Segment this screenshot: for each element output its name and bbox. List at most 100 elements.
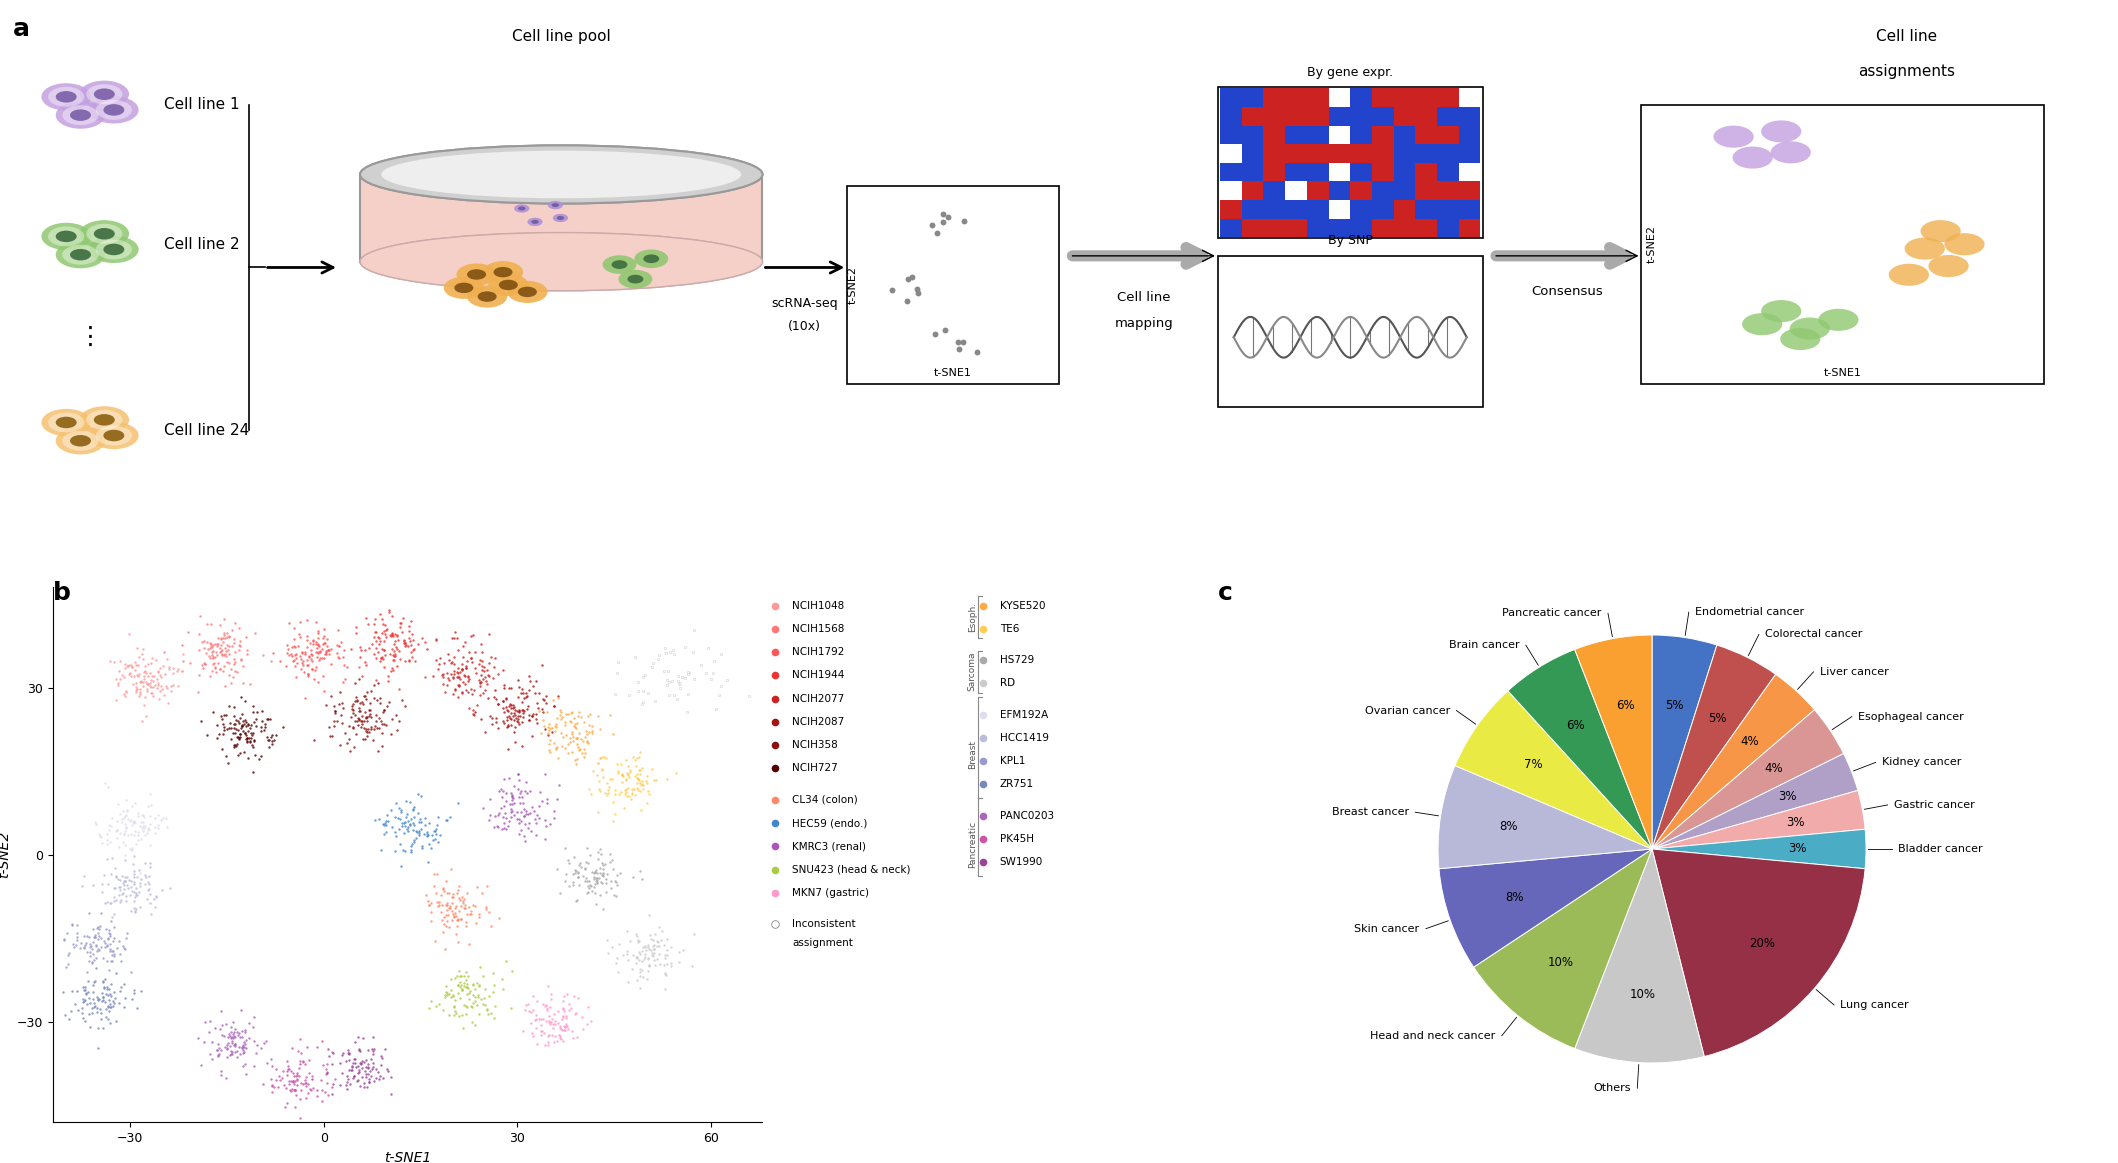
Point xyxy=(218,707,252,726)
Point xyxy=(307,682,341,700)
Point xyxy=(212,754,246,772)
Text: Sarcoma: Sarcoma xyxy=(968,652,976,692)
Point xyxy=(701,685,735,704)
Point xyxy=(557,848,591,866)
Point xyxy=(131,675,165,693)
Point xyxy=(506,1022,540,1041)
Text: Lung cancer: Lung cancer xyxy=(1841,1000,1908,1009)
Point xyxy=(525,1021,559,1040)
Point xyxy=(379,827,413,846)
Point xyxy=(229,713,263,732)
Point xyxy=(358,718,392,736)
Point xyxy=(549,726,582,744)
Point xyxy=(330,1069,364,1087)
Point xyxy=(347,702,381,721)
Point xyxy=(371,671,405,690)
Point xyxy=(445,980,479,999)
Point xyxy=(248,715,282,734)
Point xyxy=(396,799,430,818)
Point xyxy=(102,993,136,1012)
Point xyxy=(381,640,415,658)
Bar xyxy=(1328,219,1351,237)
Point xyxy=(593,777,627,795)
Point xyxy=(119,901,152,920)
Point xyxy=(68,866,102,885)
Ellipse shape xyxy=(627,274,644,284)
Point xyxy=(91,816,125,835)
Point xyxy=(290,630,324,649)
Point xyxy=(375,709,409,728)
Point xyxy=(493,784,527,802)
Point xyxy=(339,692,373,711)
Point xyxy=(80,918,114,936)
Bar xyxy=(1220,126,1241,144)
Ellipse shape xyxy=(381,151,741,198)
Point xyxy=(513,814,546,833)
Point xyxy=(301,635,335,654)
Point xyxy=(146,809,180,828)
Point xyxy=(388,632,421,650)
Point xyxy=(441,629,474,648)
Point xyxy=(360,643,394,662)
Point xyxy=(457,992,491,1011)
Point xyxy=(225,705,258,723)
Point xyxy=(127,816,161,835)
Point xyxy=(311,641,345,659)
Point xyxy=(549,1008,582,1027)
Text: c: c xyxy=(1218,582,1233,606)
Point xyxy=(212,641,246,659)
Text: KPL1: KPL1 xyxy=(1000,756,1025,766)
Point xyxy=(290,1039,324,1057)
Point xyxy=(457,979,491,998)
Point xyxy=(76,944,110,963)
Point xyxy=(354,707,388,726)
Point xyxy=(218,1036,252,1055)
Point xyxy=(498,704,532,722)
Point xyxy=(402,809,436,828)
Point xyxy=(578,863,612,882)
Point xyxy=(491,812,525,830)
Point xyxy=(288,644,322,663)
Point xyxy=(227,1055,261,1073)
Point xyxy=(443,670,477,688)
Point xyxy=(544,1030,578,1049)
Point xyxy=(599,865,633,884)
Point xyxy=(466,966,500,985)
Point xyxy=(436,664,470,683)
Point xyxy=(347,712,381,730)
Point xyxy=(347,719,381,737)
Point xyxy=(534,814,568,833)
Point xyxy=(438,1005,472,1023)
Point xyxy=(455,705,489,723)
Point xyxy=(396,830,430,849)
Point xyxy=(93,893,127,912)
Point xyxy=(214,1044,248,1063)
Point xyxy=(546,1000,580,1019)
Bar xyxy=(1220,200,1241,219)
Ellipse shape xyxy=(557,216,563,220)
Point xyxy=(602,785,635,804)
X-axis label: t-SNE1: t-SNE1 xyxy=(383,1150,432,1163)
Point xyxy=(517,801,551,820)
Point xyxy=(445,683,479,701)
Point xyxy=(635,943,669,962)
Point xyxy=(523,783,557,801)
Point xyxy=(108,682,142,700)
Point xyxy=(203,1001,237,1020)
Point xyxy=(572,998,606,1016)
Point xyxy=(602,762,635,780)
Point xyxy=(415,666,449,685)
Point xyxy=(430,871,464,890)
Point xyxy=(136,686,169,705)
Point xyxy=(248,721,282,740)
Point xyxy=(426,914,460,933)
Point xyxy=(254,1070,288,1089)
Point xyxy=(896,267,930,286)
Point xyxy=(527,716,561,735)
Point xyxy=(237,739,271,757)
Point xyxy=(104,871,138,890)
Point xyxy=(133,854,167,872)
Point xyxy=(646,662,680,680)
Text: Endometrial cancer: Endometrial cancer xyxy=(1694,607,1805,618)
Point xyxy=(311,641,345,659)
